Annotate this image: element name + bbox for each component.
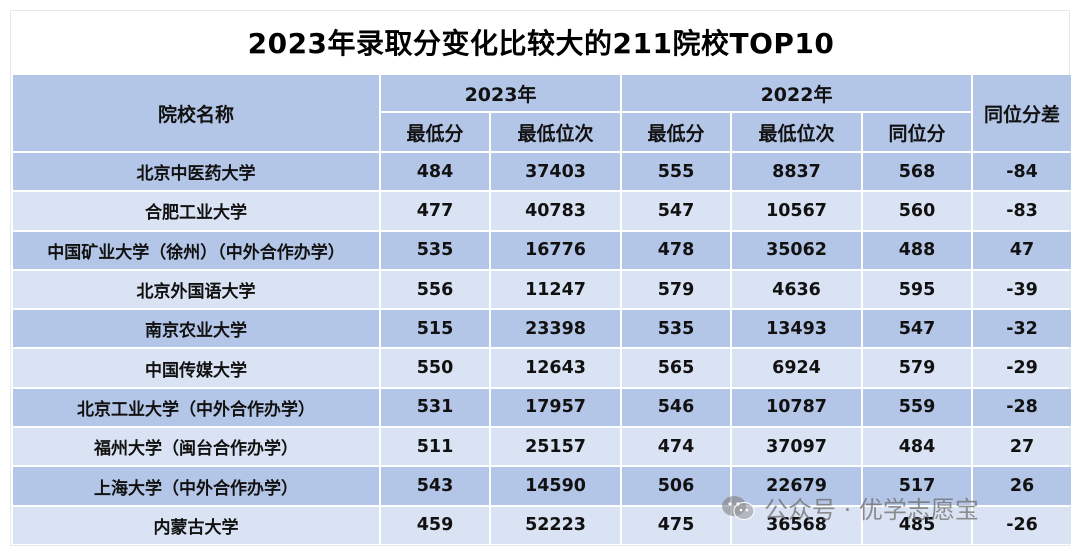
cell-2023-min-rank: 37403 bbox=[491, 153, 621, 191]
cell-2022-min-score: 547 bbox=[622, 192, 731, 230]
cell-2022-min-rank: 4636 bbox=[732, 270, 862, 309]
cell-2022-min-score: 475 bbox=[622, 506, 731, 544]
cell-school: 福州大学（闽台合作办学） bbox=[13, 428, 379, 466]
cell-2022-min-rank: 6924 bbox=[732, 349, 862, 387]
cell-2022-min-rank: 8837 bbox=[732, 153, 862, 191]
cell-diff: -83 bbox=[973, 192, 1072, 230]
cell-school: 北京工业大学（中外合作办学） bbox=[13, 388, 379, 427]
cell-same-rank-score: 559 bbox=[863, 388, 972, 427]
cell-2023-min-rank: 40783 bbox=[491, 192, 621, 230]
cell-2023-min-rank: 14590 bbox=[491, 467, 621, 505]
header-2022-min-score: 最低分 bbox=[622, 113, 731, 151]
cell-diff: 47 bbox=[973, 231, 1072, 269]
cell-2023-min-rank: 52223 bbox=[491, 506, 621, 544]
cell-2023-min-score: 515 bbox=[381, 310, 489, 348]
cell-diff: 27 bbox=[973, 428, 1072, 466]
header-2022: 2022年 bbox=[622, 75, 972, 111]
header-row-1: 院校名称 2023年 2022年 同位分差 bbox=[13, 75, 1072, 151]
cell-2023-min-score: 484 bbox=[381, 153, 489, 191]
cell-2022-min-rank: 10567 bbox=[732, 192, 862, 230]
cell-2023-min-score: 550 bbox=[381, 349, 489, 387]
cell-same-rank-score: 568 bbox=[863, 153, 972, 191]
cell-school: 北京外国语大学 bbox=[13, 270, 379, 309]
cell-2023-min-score: 535 bbox=[381, 231, 489, 269]
infographic-frame: 2023年录取分变化比较大的211院校TOP10 院校名称 2023年 2022… bbox=[10, 10, 1073, 546]
cell-2023-min-rank: 16776 bbox=[491, 231, 621, 269]
cell-same-rank-score: 485 bbox=[863, 506, 972, 544]
table-row: 中国传媒大学 550 12643 565 6924 579 -29 bbox=[13, 349, 1072, 387]
cell-same-rank-score: 560 bbox=[863, 192, 972, 230]
cell-2022-min-rank: 13493 bbox=[732, 310, 862, 348]
cell-diff: -32 bbox=[973, 310, 1072, 348]
header-diff: 同位分差 bbox=[973, 75, 1072, 151]
header-row-2: 最低分 最低位次 最低分 最低位次 同位分 bbox=[13, 113, 1071, 151]
cell-school: 上海大学（中外合作办学） bbox=[13, 467, 379, 505]
header-2023-min-score: 最低分 bbox=[381, 113, 489, 151]
cell-diff: -29 bbox=[973, 349, 1072, 387]
header-2023-min-rank: 最低位次 bbox=[491, 113, 621, 151]
cell-2023-min-rank: 11247 bbox=[491, 270, 621, 309]
cell-diff: 26 bbox=[973, 467, 1072, 505]
cell-2023-min-score: 543 bbox=[381, 467, 489, 505]
cell-2022-min-rank: 37097 bbox=[732, 428, 862, 466]
cell-school: 南京农业大学 bbox=[13, 310, 379, 348]
cell-2022-min-score: 546 bbox=[622, 388, 731, 427]
cell-2023-min-score: 556 bbox=[381, 270, 489, 309]
cell-2022-min-score: 478 bbox=[622, 231, 731, 269]
cell-same-rank-score: 484 bbox=[863, 428, 972, 466]
page-title: 2023年录取分变化比较大的211院校TOP10 bbox=[247, 27, 835, 60]
cell-2022-min-score: 535 bbox=[622, 310, 731, 348]
cell-same-rank-score: 488 bbox=[863, 231, 972, 269]
cell-2023-min-score: 459 bbox=[381, 506, 489, 544]
cell-2023-min-score: 531 bbox=[381, 388, 489, 427]
cell-same-rank-score: 595 bbox=[863, 270, 972, 309]
cell-diff: -39 bbox=[973, 270, 1072, 309]
cell-2023-min-rank: 25157 bbox=[491, 428, 621, 466]
cell-diff: -28 bbox=[973, 388, 1072, 427]
header-school: 院校名称 bbox=[13, 75, 379, 151]
ranking-table: 院校名称 2023年 2022年 同位分差 最低分 最低位次 最低分 最低位次 … bbox=[11, 73, 1073, 546]
table-row: 上海大学（中外合作办学） 543 14590 506 22679 517 26 bbox=[13, 467, 1072, 505]
cell-school: 中国矿业大学（徐州）（中外合作办学） bbox=[13, 231, 379, 269]
cell-2022-min-rank: 10787 bbox=[732, 388, 862, 427]
cell-2022-min-rank: 22679 bbox=[732, 467, 862, 505]
table-row: 中国矿业大学（徐州）（中外合作办学） 535 16776 478 35062 4… bbox=[13, 231, 1072, 269]
cell-2022-min-rank: 35062 bbox=[732, 231, 862, 269]
cell-school: 内蒙古大学 bbox=[13, 506, 379, 544]
cell-2023-min-rank: 23398 bbox=[491, 310, 621, 348]
table-row: 南京农业大学 515 23398 535 13493 547 -32 bbox=[13, 310, 1072, 348]
table-row: 北京中医药大学 484 37403 555 8837 568 -84 bbox=[13, 153, 1072, 191]
table-row: 内蒙古大学 459 52223 475 36568 485 -26 bbox=[13, 506, 1072, 544]
cell-diff: -84 bbox=[973, 153, 1072, 191]
table-row: 北京工业大学（中外合作办学） 531 17957 546 10787 559 -… bbox=[13, 388, 1072, 427]
cell-2023-min-rank: 17957 bbox=[491, 388, 621, 427]
cell-2022-min-rank: 36568 bbox=[732, 506, 862, 544]
table-row: 福州大学（闽台合作办学） 511 25157 474 37097 484 27 bbox=[13, 428, 1072, 466]
table-row: 北京外国语大学 556 11247 579 4636 595 -39 bbox=[13, 270, 1072, 309]
cell-school: 北京中医药大学 bbox=[13, 153, 379, 191]
cell-2022-min-score: 565 bbox=[622, 349, 731, 387]
cell-same-rank-score: 579 bbox=[863, 349, 972, 387]
table-body: 北京中医药大学 484 37403 555 8837 568 -84 合肥工业大… bbox=[13, 153, 1072, 544]
header-2022-min-rank: 最低位次 bbox=[732, 113, 862, 151]
cell-same-rank-score: 517 bbox=[863, 467, 972, 505]
cell-2022-min-score: 579 bbox=[622, 270, 731, 309]
cell-2023-min-score: 511 bbox=[381, 428, 489, 466]
cell-2023-min-score: 477 bbox=[381, 192, 489, 230]
cell-2023-min-rank: 12643 bbox=[491, 349, 621, 387]
cell-school: 合肥工业大学 bbox=[13, 192, 379, 230]
cell-2022-min-score: 474 bbox=[622, 428, 731, 466]
cell-school: 中国传媒大学 bbox=[13, 349, 379, 387]
cell-2022-min-score: 555 bbox=[622, 153, 731, 191]
cell-diff: -26 bbox=[973, 506, 1072, 544]
table-row: 合肥工业大学 477 40783 547 10567 560 -83 bbox=[13, 192, 1072, 230]
cell-2022-min-score: 506 bbox=[622, 467, 731, 505]
cell-same-rank-score: 547 bbox=[863, 310, 972, 348]
header-2023: 2023年 bbox=[381, 75, 621, 111]
header-2022-same-rank-score: 同位分 bbox=[863, 113, 972, 151]
